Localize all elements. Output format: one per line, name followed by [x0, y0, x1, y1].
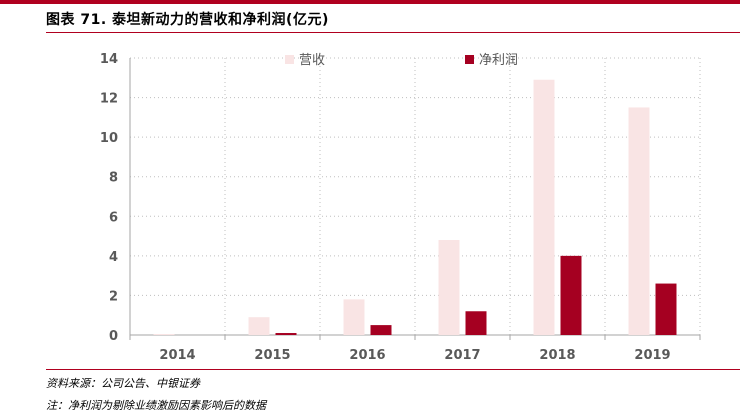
legend-label-net-profit: 净利润 — [479, 53, 518, 68]
title-divider — [46, 32, 740, 33]
y-tick-label: 10 — [100, 131, 118, 146]
net-profit-bar — [370, 325, 392, 335]
footnote: 注：净利润为剔除业绩激励因素影响后的数据 — [46, 399, 266, 412]
legend-label-revenue: 营收 — [299, 53, 325, 68]
net-profit-bar — [655, 283, 677, 335]
legend-swatch-revenue — [285, 55, 294, 64]
x-tick-label: 2019 — [634, 348, 670, 363]
y-tick-label: 2 — [109, 289, 118, 304]
net-profit-bar — [275, 333, 297, 335]
revenue-bar — [438, 240, 460, 335]
legend-swatch-net-profit — [465, 55, 474, 64]
source-note: 资料来源：公司公告、中银证券 — [46, 377, 200, 390]
figure-title: 图表 71. 泰坦新动力的营收和净利润(亿元) — [46, 12, 329, 28]
y-tick-label: 12 — [100, 92, 118, 107]
x-tick-label: 2014 — [159, 348, 195, 363]
revenue-bar — [343, 299, 365, 335]
y-tick-label: 14 — [100, 52, 118, 67]
y-tick-label: 0 — [109, 329, 118, 344]
net-profit-bar — [465, 311, 487, 335]
revenue-bar — [628, 107, 650, 335]
revenue-bar — [248, 317, 270, 335]
revenue-bar — [533, 79, 555, 335]
y-tick-label: 8 — [109, 171, 118, 186]
revenue-bar — [153, 334, 175, 335]
net-profit-bar — [560, 255, 582, 335]
source-divider — [46, 369, 740, 370]
top-accent-rule — [0, 0, 740, 4]
x-tick-label: 2018 — [539, 348, 575, 363]
y-tick-label: 6 — [109, 210, 118, 225]
x-tick-label: 2015 — [254, 348, 290, 363]
x-tick-label: 2016 — [349, 348, 385, 363]
y-tick-label: 4 — [109, 250, 118, 265]
x-tick-label: 2017 — [444, 348, 480, 363]
